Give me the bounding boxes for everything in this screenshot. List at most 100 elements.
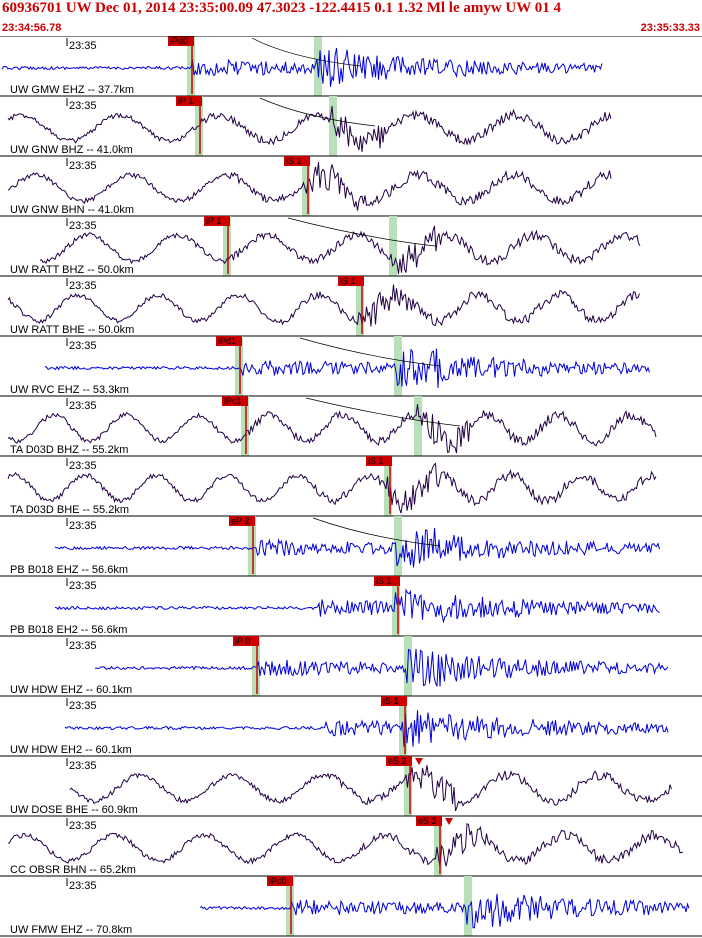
trace-label: UW HDW EH2 -- 60.1km xyxy=(10,744,132,756)
trace-label: UW DOSE BHE -- 60.9km xyxy=(10,804,138,816)
p-window xyxy=(248,516,256,576)
trace-label: UW RATT BHE -- 50.0km xyxy=(10,324,134,336)
p-pick-label: iPc1 xyxy=(224,396,242,406)
time-tick-label: 23:35 xyxy=(69,340,97,352)
time-tick-label: 23:35 xyxy=(69,700,97,712)
trace-label: UW GNW BHN -- 41.0km xyxy=(10,204,134,216)
s-pick-label: iS 1 xyxy=(376,576,392,586)
trace-row[interactable]: 23:35 eS 2 UW DOSE BHE -- 60.9km xyxy=(0,756,702,817)
time-tick-label: 23:35 xyxy=(69,160,97,172)
amplitude-marker-icon xyxy=(415,758,423,765)
p-pick[interactable]: iPc0 xyxy=(267,876,293,934)
trace-row[interactable]: 23:35 iS 1 UW HDW EH2 -- 60.1km xyxy=(0,696,702,757)
s-pick-flag xyxy=(338,276,364,286)
trace-row[interactable]: 23:35 iP 1 UW RATT BHZ -- 50.0km xyxy=(0,216,702,277)
trace-row[interactable]: 23:35 iS 1 UW RATT BHE -- 50.0km xyxy=(0,276,702,337)
trace-label: TA D03D BHZ -- 55.2km xyxy=(10,444,128,456)
p-window xyxy=(286,876,294,936)
s-window xyxy=(389,216,397,276)
trace-label: UW HDW EHZ -- 60.1km xyxy=(10,684,132,696)
s-pick[interactable]: eS 2 xyxy=(386,756,412,814)
s-window xyxy=(394,516,402,576)
s-pick-label: iS 1 xyxy=(340,276,356,286)
p-pick-flag xyxy=(229,516,255,526)
p-pick-label: iP 0 xyxy=(235,636,250,646)
s-pick-label: iS 1 xyxy=(368,456,384,466)
waveform xyxy=(44,348,650,388)
trace-row[interactable]: 23:35 iP 1 UW GNW BHZ -- 41.0km xyxy=(0,96,702,157)
s-pick-flag xyxy=(381,696,407,706)
trace-row[interactable]: 23:35 iS 1 PB B018 EH2 -- 56.6km xyxy=(0,576,702,637)
s-pick[interactable]: iS 1 xyxy=(374,576,400,634)
waveform xyxy=(69,765,672,812)
s-pick[interactable]: iS 1 xyxy=(284,156,310,214)
trace-row[interactable]: 23:35 iS 1 TA D03D BHE -- 55.2km xyxy=(0,456,702,517)
waveform xyxy=(7,823,683,867)
trace-label: PB B018 EH2 -- 56.6km xyxy=(10,624,127,636)
p-pick-label: iPc0 xyxy=(269,876,287,886)
travel-time-curve xyxy=(299,337,441,367)
s-pick[interactable]: iS 1 xyxy=(338,276,364,334)
trace-label: UW GMW EHZ -- 37.7km xyxy=(10,84,134,96)
s-pick-flag xyxy=(416,816,442,826)
waveform xyxy=(54,527,660,568)
seismogram-panel[interactable]: 23:35 iPd0 UW GMW EHZ -- 37.7km 23:35 iP 1 UW… xyxy=(0,36,702,938)
trace-row[interactable]: 23:35 iS 1 UW GNW BHN -- 41.0km xyxy=(0,156,702,217)
waveform xyxy=(7,462,657,514)
time-tick-label: 23:35 xyxy=(69,220,97,232)
p-pick-flag xyxy=(233,636,259,646)
p-pick-flag xyxy=(222,396,248,406)
time-tick-label: 23:35 xyxy=(69,520,97,532)
s-window xyxy=(302,156,310,216)
s-pick-flag xyxy=(366,456,392,466)
p-pick-flag xyxy=(168,36,194,46)
s-pick[interactable]: iS 1 xyxy=(381,696,407,754)
trace-row[interactable]: 23:35 iP 0 UW HDW EHZ -- 60.1km xyxy=(0,636,702,697)
p-pick[interactable]: iP 0 xyxy=(233,636,259,694)
p-pick-flag xyxy=(267,876,293,886)
s-window xyxy=(414,396,422,456)
p-pick[interactable]: iP 1 xyxy=(176,96,202,154)
trace-label: UW RVC EHZ -- 53.3km xyxy=(10,384,129,396)
s-window xyxy=(356,276,364,336)
p-pick-label: iP 1 xyxy=(178,96,193,106)
p-pick[interactable]: iPd0 xyxy=(168,36,194,94)
trace-row[interactable]: 23:35 iPd0 UW GMW EHZ -- 37.7km xyxy=(0,36,702,97)
p-window xyxy=(235,336,243,396)
waveform xyxy=(7,284,640,327)
s-window xyxy=(392,576,400,636)
travel-time-curve xyxy=(287,217,436,247)
trace-row[interactable]: 23:35 iPc1 TA D03D BHZ -- 55.2km xyxy=(0,396,702,457)
trace-row[interactable]: 23:35 iPc0 UW FMW EHZ -- 70.8km xyxy=(0,876,702,937)
p-pick[interactable]: eP 2 xyxy=(229,516,255,574)
s-pick-flag xyxy=(284,156,310,166)
trace-row[interactable]: 23:35 iPd1 UW RVC EHZ -- 53.3km xyxy=(0,336,702,397)
s-pick[interactable]: iS 1 xyxy=(366,456,392,514)
s-pick-flag xyxy=(374,576,400,586)
p-pick[interactable]: iPd1 xyxy=(216,336,242,394)
waveform xyxy=(1,48,603,87)
p-pick-flag xyxy=(204,216,230,226)
time-tick-label: 23:35 xyxy=(69,100,97,112)
p-pick[interactable]: iPc1 xyxy=(222,396,248,454)
travel-time-curve xyxy=(312,517,441,547)
trace-row[interactable]: 23:35 eP 2 PB B018 EHZ -- 56.6km xyxy=(0,516,702,577)
trace-row[interactable]: 23:35 eS 2 CC OBSR BHN -- 65.2km xyxy=(0,816,702,877)
p-pick[interactable]: iP 1 xyxy=(204,216,230,274)
s-window xyxy=(464,876,472,936)
p-pick-label: iPd1 xyxy=(218,336,236,346)
trace-label: UW GNW BHZ -- 41.0km xyxy=(10,144,133,156)
event-title: 60936701 UW Dec 01, 2014 23:35:00.09 47.… xyxy=(2,0,561,16)
s-pick-flag xyxy=(386,756,412,766)
amplitude-marker-icon xyxy=(445,818,453,825)
trace-label: CC OBSR BHN -- 65.2km xyxy=(10,864,136,876)
window-end-time: 23:35:33.33 xyxy=(640,22,700,34)
s-pick[interactable]: eS 2 xyxy=(416,816,442,874)
time-tick-label: 23:35 xyxy=(69,280,97,292)
s-window xyxy=(394,336,402,396)
p-pick-flag xyxy=(216,336,242,346)
p-window xyxy=(252,636,260,696)
travel-time-curve xyxy=(305,397,461,427)
s-pick-label: iS 1 xyxy=(383,696,399,706)
time-tick-label: 23:35 xyxy=(69,580,97,592)
